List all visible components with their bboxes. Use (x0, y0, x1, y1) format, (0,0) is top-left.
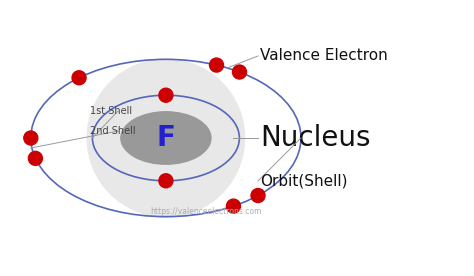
Text: Orbit(Shell): Orbit(Shell) (260, 174, 347, 189)
Circle shape (72, 71, 86, 85)
Circle shape (159, 174, 173, 188)
Circle shape (227, 199, 240, 213)
Ellipse shape (121, 112, 211, 164)
Circle shape (251, 189, 265, 203)
Circle shape (87, 59, 245, 217)
Circle shape (28, 151, 42, 165)
Text: Valence Electron: Valence Electron (260, 49, 388, 63)
Text: https://valenceelectrons.com: https://valenceelectrons.com (150, 206, 262, 216)
Circle shape (210, 58, 224, 72)
Text: Nucleus: Nucleus (260, 124, 371, 152)
Text: 2nd Shell: 2nd Shell (90, 126, 136, 136)
Text: F: F (156, 124, 175, 152)
Text: 1st Shell: 1st Shell (90, 106, 132, 116)
Circle shape (159, 88, 173, 102)
Circle shape (232, 65, 246, 79)
Circle shape (24, 131, 38, 145)
